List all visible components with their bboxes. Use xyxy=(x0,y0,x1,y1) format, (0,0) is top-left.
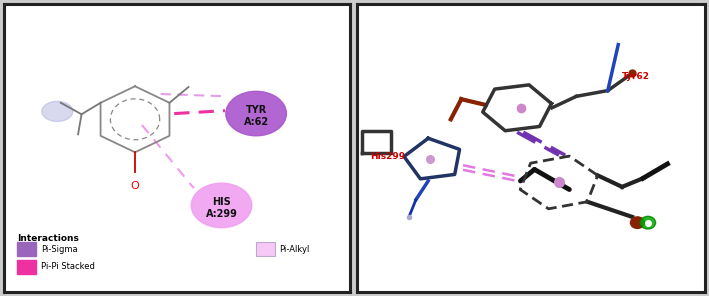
Text: His299: His299 xyxy=(371,152,406,161)
Circle shape xyxy=(640,216,656,229)
Text: Pi-Pi Stacked: Pi-Pi Stacked xyxy=(41,262,95,271)
Ellipse shape xyxy=(191,183,252,228)
Ellipse shape xyxy=(630,217,644,229)
Text: HIS: HIS xyxy=(212,197,231,207)
Text: Interactions: Interactions xyxy=(18,234,79,243)
Text: Tyr62: Tyr62 xyxy=(622,72,649,81)
Ellipse shape xyxy=(42,101,73,121)
FancyBboxPatch shape xyxy=(256,242,275,256)
Text: A:299: A:299 xyxy=(206,209,238,219)
Text: TYR: TYR xyxy=(245,105,267,115)
Ellipse shape xyxy=(226,91,286,136)
Text: A:62: A:62 xyxy=(244,117,269,127)
Text: Pi-Alkyl: Pi-Alkyl xyxy=(279,244,310,254)
Text: O: O xyxy=(130,181,140,191)
FancyBboxPatch shape xyxy=(18,242,36,256)
Text: Pi-Sigma: Pi-Sigma xyxy=(41,244,77,254)
FancyBboxPatch shape xyxy=(18,260,36,274)
